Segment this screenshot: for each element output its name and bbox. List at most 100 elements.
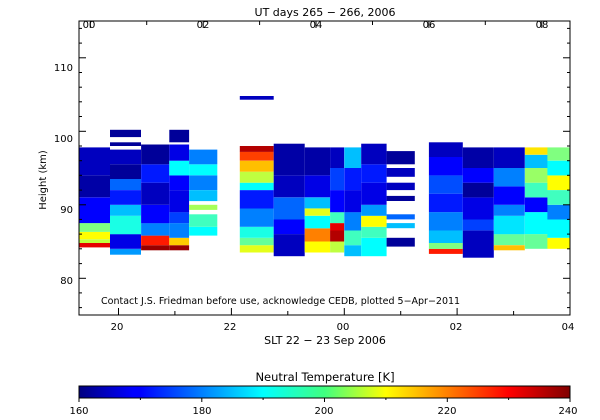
heatmap-cell: [239, 237, 274, 246]
heatmap-cell: [344, 190, 362, 213]
heatmap-cell: [110, 215, 141, 235]
heatmap-cell: [428, 243, 463, 249]
axis-ticks: [79, 21, 571, 315]
heatmap-cell: [189, 214, 218, 227]
heatmap-cell: [239, 182, 274, 191]
heatmap-cell: [361, 226, 387, 238]
heatmap-cell: [547, 204, 570, 220]
heatmap-cell: [141, 144, 170, 165]
heatmap-cell: [428, 157, 463, 176]
heatmap-cell: [169, 160, 190, 176]
heatmap-cell: [110, 149, 141, 165]
heatmap-cell: [547, 175, 570, 190]
heatmap-cell: [189, 164, 218, 176]
heatmap-cell: [493, 186, 525, 205]
bottom-tick-label: 04: [562, 322, 575, 333]
heatmap-cell: [462, 197, 494, 220]
heatmap-cell: [110, 190, 141, 205]
heatmap-cell: [428, 142, 463, 157]
heatmap-cell: [239, 151, 274, 161]
heatmap-cell: [169, 190, 190, 213]
heatmap-cell: [493, 204, 525, 216]
heatmap-cell: [304, 208, 331, 216]
heatmap-cell: [344, 168, 362, 191]
heatmap-cell: [141, 204, 170, 224]
top-axis-title: UT days 265 − 266, 2006: [255, 6, 396, 19]
y-tick-label: 100: [54, 134, 73, 145]
heatmap-cell: [79, 239, 110, 243]
heatmap-cell: [189, 204, 218, 210]
heatmap-cell: [239, 146, 274, 152]
heatmap-cell: [361, 143, 387, 165]
heatmap-cell: [386, 214, 415, 220]
heatmap-cell: [169, 129, 190, 143]
heatmap-cell: [239, 245, 274, 253]
heatmap-cell: [169, 144, 190, 161]
heatmap-cell: [79, 231, 110, 240]
bottom-tick-label: 20: [111, 322, 124, 333]
credit-text: Contact J.S. Friedman before use, acknow…: [101, 296, 460, 307]
heatmap-cell: [524, 154, 548, 168]
heatmap-cell: [330, 230, 345, 242]
heatmap-cell: [273, 234, 305, 257]
heatmap-cell: [428, 212, 463, 231]
heatmap-cell: [110, 179, 141, 190]
heatmap-cell: [493, 215, 525, 235]
colorbar-tick-label: 160: [69, 406, 88, 417]
heatmap-cell: [547, 219, 570, 238]
heatmap-cell: [547, 147, 570, 161]
heatmap-cell: [524, 212, 548, 235]
y-tick-label: 80: [60, 276, 73, 287]
heatmap-cell: [428, 230, 463, 243]
heatmap-cell: [110, 204, 141, 216]
heatmap-cell: [79, 223, 110, 232]
heatmap-cell: [524, 197, 548, 213]
heatmap-cell: [239, 96, 274, 100]
heatmap-cell: [189, 190, 218, 202]
bottom-axis-title: SLT 22 − 23 Sep 2006: [264, 334, 386, 347]
heatmap-cell: [79, 243, 110, 248]
y-tick-label: 110: [54, 63, 73, 74]
heatmap-cell: [273, 219, 305, 235]
heatmap-cell: [110, 129, 141, 138]
colorbar-tick-label: 240: [558, 406, 577, 417]
heatmap-cell: [169, 245, 190, 251]
heatmap-cell: [493, 234, 525, 246]
heatmap-cell: [462, 182, 494, 198]
heatmap-cell: [239, 226, 274, 238]
heatmap-cell: [330, 241, 345, 253]
heatmap-cell: [361, 237, 387, 257]
heatmap-cell: [304, 147, 331, 176]
heatmap-cell: [462, 147, 494, 168]
heatmap-cell: [110, 142, 141, 146]
heatmap-cell: [189, 226, 218, 236]
bottom-axis: 20 22 00 02 04 SLT 22 − 23 Sep 2006: [111, 322, 575, 347]
heatmap-cell: [141, 182, 170, 205]
heatmap-cell: [330, 212, 345, 224]
heatmap-cell: [304, 175, 331, 198]
heatmap-cell: [141, 164, 170, 183]
heatmap-cell: [547, 190, 570, 205]
y-axis: 80 90 100 110 Height (km): [38, 63, 73, 287]
heatmap-cell: [304, 197, 331, 209]
top-tick-label: 08: [536, 20, 549, 31]
heatmap-cells: [79, 96, 570, 258]
heatmap-cell: [462, 219, 494, 231]
heatmap-cell: [344, 212, 362, 231]
heatmap-cell: [386, 151, 415, 165]
heatmap-cell: [428, 193, 463, 213]
bottom-tick-label: 02: [450, 322, 463, 333]
heatmap-cell: [524, 234, 548, 249]
heatmap-cell: [428, 248, 463, 254]
heatmap-cell: [304, 241, 331, 253]
heatmap-cell: [462, 230, 494, 258]
heatmap-cell: [344, 147, 362, 168]
heatmap-cell: [428, 175, 463, 194]
heatmap-cell: [330, 168, 345, 191]
colorbar-title: Neutral Temperature [K]: [255, 370, 394, 384]
heatmap-cell: [239, 208, 274, 227]
colorbar-tick-label: 200: [314, 406, 333, 417]
heatmap-cell: [361, 204, 387, 216]
heatmap-cell: [273, 197, 305, 220]
heatmap-cell: [361, 182, 387, 205]
